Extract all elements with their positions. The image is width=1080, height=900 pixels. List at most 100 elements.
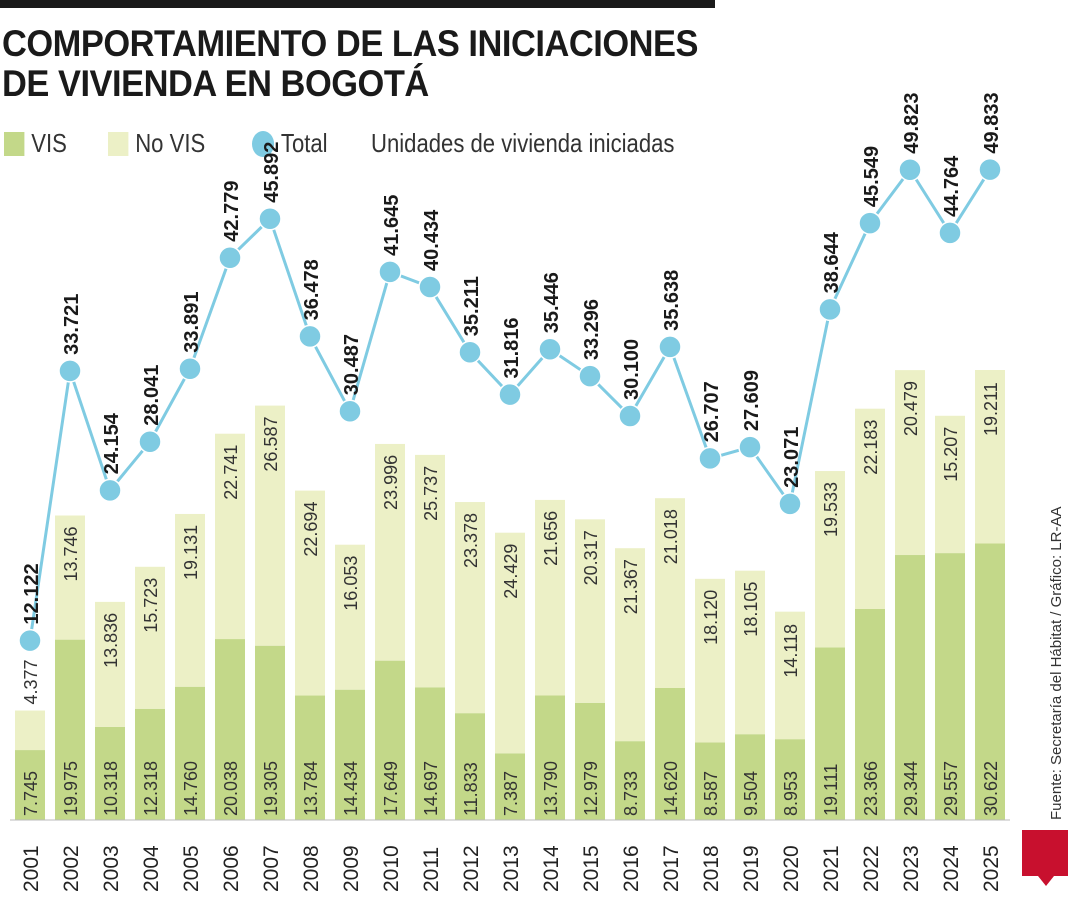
bar-novis-2023 (895, 370, 925, 556)
label-total-2009: 30.487 (341, 334, 363, 395)
label-total-2021: 38.644 (821, 231, 843, 293)
label-total-2011: 40.434 (421, 209, 443, 271)
bar-novis-2022 (855, 408, 885, 610)
label-novis-2007: 26.587 (261, 417, 281, 472)
bar-novis-2016 (615, 548, 645, 742)
bar-vis-2023 (895, 555, 925, 820)
bar-vis-2013 (495, 753, 525, 820)
label-novis-2005: 19.131 (181, 525, 201, 580)
total-point-2011 (418, 275, 442, 299)
year-label-2007: 2007 (260, 845, 283, 892)
bar-vis-2001 (15, 750, 45, 820)
label-total-2003: 24.154 (101, 412, 123, 474)
total-point-2022 (858, 211, 882, 235)
label-novis-2024: 15.207 (941, 427, 961, 482)
bar-novis-2018 (695, 578, 725, 743)
novis-swatch (107, 131, 129, 156)
label-novis-2008: 22.694 (301, 502, 321, 557)
year-label-2002: 2002 (60, 845, 83, 892)
label-novis-2012: 23.378 (461, 513, 481, 568)
label-total-2022: 45.549 (861, 146, 883, 207)
label-vis-2013: 7.387 (501, 771, 521, 816)
bar-novis-2013 (495, 532, 525, 754)
year-label-2010: 2010 (380, 845, 403, 892)
label-novis-2015: 20.317 (581, 530, 601, 585)
year-label-2012: 2012 (460, 845, 483, 892)
bar-novis-2015 (575, 519, 605, 703)
label-total-2016: 30.100 (621, 339, 643, 400)
label-novis-2018: 18.120 (701, 590, 721, 645)
total-point-2015 (578, 364, 602, 388)
total-point-2005 (178, 356, 202, 381)
label-total-2004: 28.041 (141, 365, 163, 426)
bar-vis-2007 (255, 645, 285, 820)
total-point-2014 (538, 337, 562, 362)
label-novis-2022: 22.183 (861, 420, 881, 475)
label-vis-2016: 8.733 (621, 771, 641, 816)
label-vis-2001: 7.745 (21, 771, 41, 816)
label-novis-2006: 22.741 (221, 445, 241, 500)
label-novis-2010: 23.996 (381, 455, 401, 510)
bar-vis-2010 (375, 660, 405, 820)
year-label-2017: 2017 (660, 845, 683, 892)
year-label-2015: 2015 (580, 845, 603, 892)
bar-vis-2006 (215, 639, 245, 820)
bar-vis-2018 (695, 742, 725, 820)
label-total-2024: 44.764 (941, 155, 963, 217)
label-vis-2011: 14.697 (421, 761, 441, 816)
label-novis-2013: 24.429 (501, 544, 521, 599)
label-novis-2019: 18.105 (741, 582, 761, 637)
total-point-2025 (978, 157, 1002, 182)
label-novis-2023: 20.479 (901, 381, 921, 436)
label-vis-2008: 13.784 (301, 761, 321, 816)
legend-novis: No VIS (107, 128, 206, 159)
year-label-2004: 2004 (140, 845, 163, 892)
bar-novis-2020 (775, 611, 805, 740)
bar-novis-2005 (175, 513, 205, 687)
label-novis-2025: 19.211 (981, 382, 1001, 436)
legend-total-label: Total (281, 128, 328, 158)
lr-logo (1022, 830, 1068, 886)
label-total-2018: 26.707 (701, 381, 723, 442)
year-label-2022: 2022 (860, 845, 883, 892)
year-label-2025: 2025 (980, 845, 1003, 892)
label-vis-2007: 19.305 (261, 761, 281, 816)
bar-novis-2007 (255, 405, 285, 646)
bar-novis-2025 (975, 370, 1005, 544)
legend-vis-label: VIS (31, 128, 67, 158)
year-label-2014: 2014 (540, 845, 563, 892)
year-label-2016: 2016 (620, 845, 643, 892)
year-label-2024: 2024 (940, 845, 963, 892)
label-total-2023: 49.823 (901, 93, 923, 154)
bar-novis-2009 (335, 544, 365, 690)
bar-vis-2025 (975, 543, 1005, 820)
bar-novis-2002 (55, 515, 85, 640)
total-point-2018 (698, 446, 722, 471)
total-point-2009 (338, 399, 362, 423)
year-label-2013: 2013 (500, 845, 523, 892)
label-vis-2024: 29.557 (941, 761, 961, 816)
bar-vis-2009 (335, 689, 365, 820)
label-total-2006: 42.779 (221, 181, 243, 242)
total-point-2020 (778, 492, 802, 516)
bar-novis-2004 (135, 566, 165, 709)
label-novis-2021: 19.533 (821, 482, 841, 537)
bar-vis-2017 (655, 687, 685, 820)
bar-vis-2012 (455, 713, 485, 820)
label-vis-2005: 14.760 (181, 761, 201, 816)
units-label: Unidades de vivienda iniciadas (371, 128, 675, 158)
label-vis-2015: 12.979 (581, 761, 601, 816)
year-label-2009: 2009 (340, 845, 363, 892)
bar-vis-2002 (55, 639, 85, 820)
bar-vis-2024 (935, 553, 965, 820)
label-vis-2010: 17.649 (381, 761, 401, 816)
top-rule (0, 0, 715, 8)
bar-novis-2008 (295, 490, 325, 696)
label-novis-2011: 25.737 (421, 466, 441, 521)
year-label-2018: 2018 (700, 845, 723, 892)
source-note: Fuente: Secretaría del Hábitat / Gráfico… (1048, 506, 1065, 820)
legend-novis-label: No VIS (135, 128, 206, 158)
bar-vis-2016 (615, 741, 645, 820)
bar-vis-2020 (775, 739, 805, 820)
